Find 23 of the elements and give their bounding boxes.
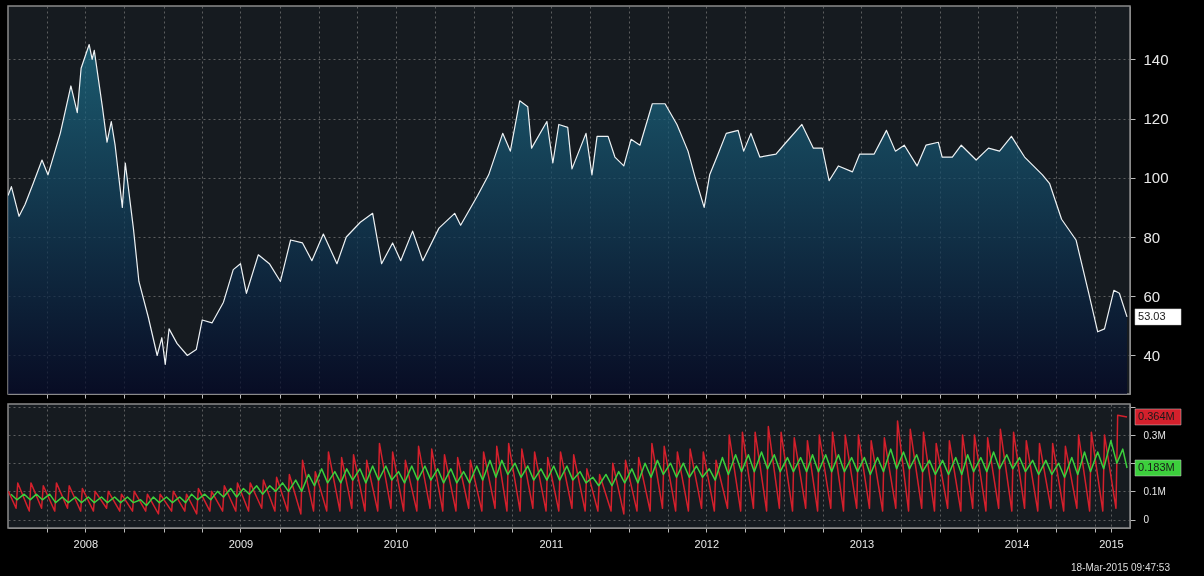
y-tick-label: 0.3M xyxy=(1143,429,1166,441)
x-tick-label: 2008 xyxy=(73,537,99,550)
y-tick-label: 100 xyxy=(1143,169,1169,187)
x-tick-label: 2014 xyxy=(1004,537,1030,550)
x-tick-label: 2015 xyxy=(1099,537,1124,550)
x-tick-label: 2011 xyxy=(539,537,564,550)
y-tick-label: 140 xyxy=(1143,50,1169,68)
annotation: 53.03 xyxy=(1138,309,1166,322)
x-tick-label: 2009 xyxy=(228,537,254,550)
x-tick-label: 2013 xyxy=(849,537,875,550)
y-tick-label: 0.1M xyxy=(1143,485,1166,497)
y-tick-label: 120 xyxy=(1143,110,1169,128)
y-tick-label: 40 xyxy=(1143,347,1161,364)
x-tick-label: 2012 xyxy=(694,537,720,550)
annotation: 0.364M xyxy=(1138,409,1175,422)
line-series xyxy=(10,439,1128,507)
x-tick-label: 2010 xyxy=(383,537,409,550)
y-tick-label: 0 xyxy=(1143,514,1150,526)
annotation: 0.183M xyxy=(1138,460,1175,473)
y-tick-label: 80 xyxy=(1143,228,1161,246)
line-series xyxy=(8,414,1128,515)
text: 18-Mar-2015 09:47:53 xyxy=(1071,562,1171,573)
y-tick-label: 60 xyxy=(1143,287,1161,305)
